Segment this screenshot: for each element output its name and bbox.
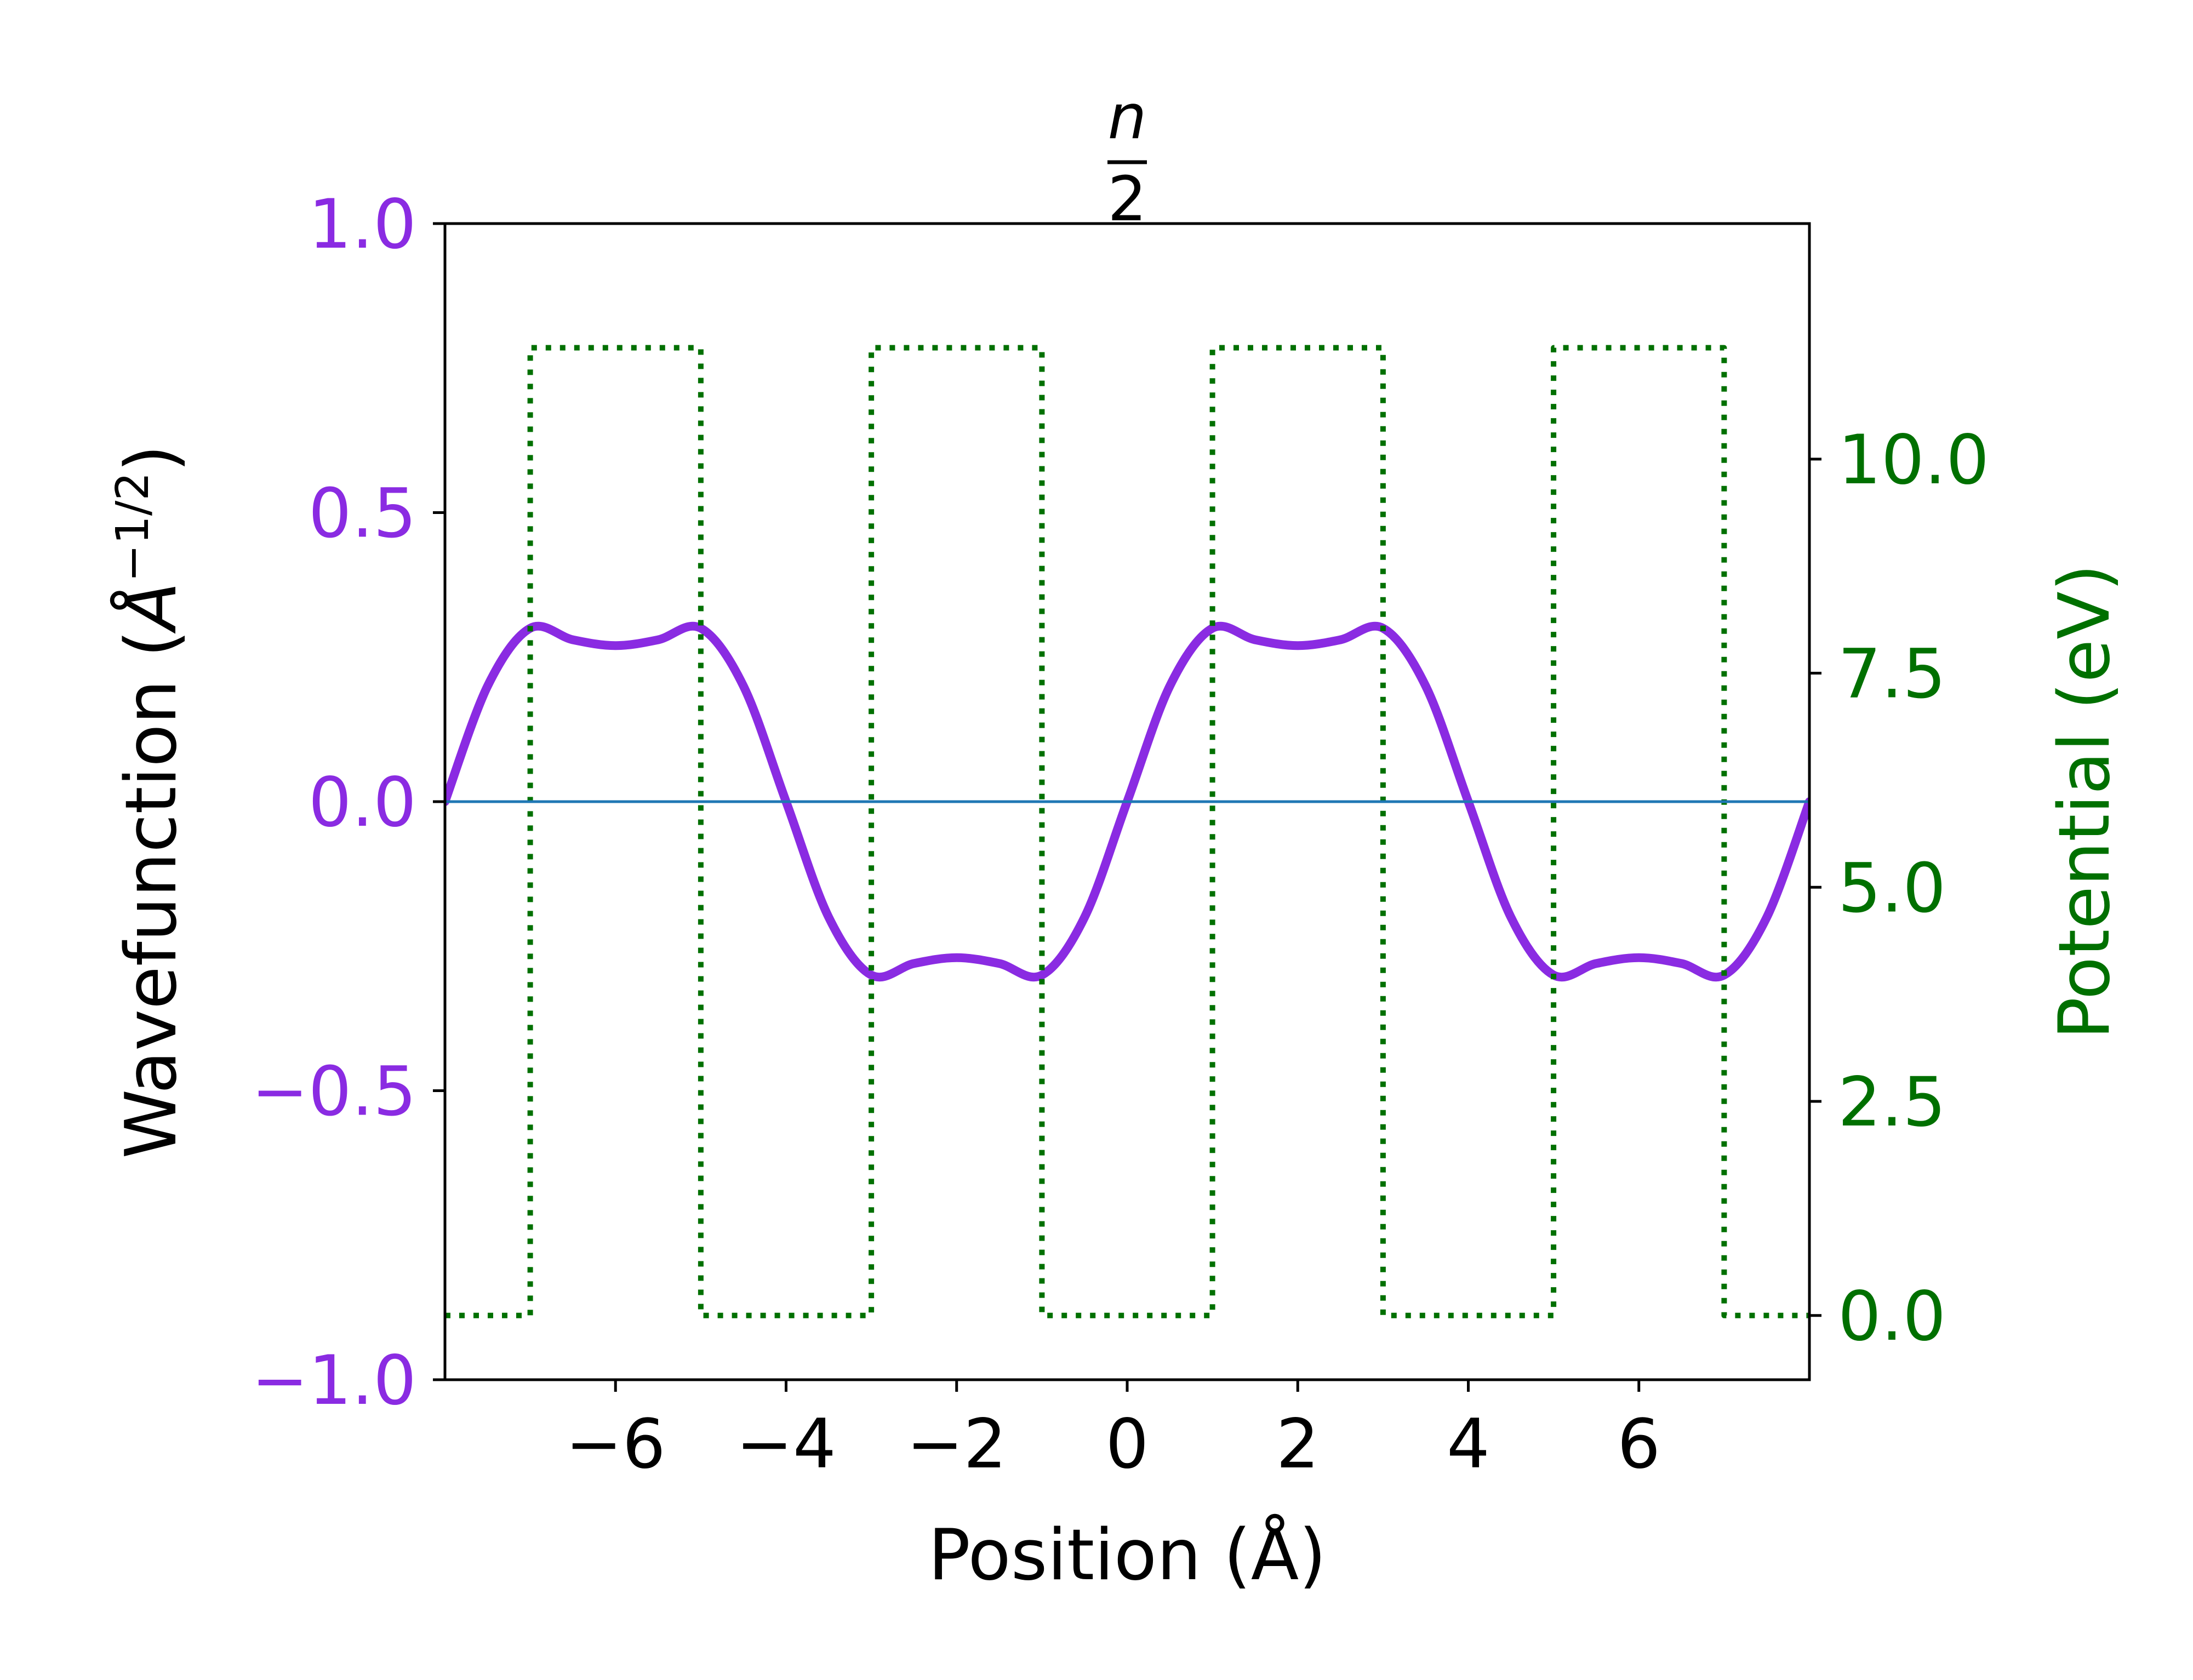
- title-numerator: n: [1108, 82, 1147, 153]
- x-tick-label: 0: [1106, 1405, 1149, 1484]
- ticks: −6 −4 −2 0 2 4 6 −1.0 −0.5 0.0 0.5 1.0 0.0 2.5 5.0 7.5 1…: [252, 185, 1989, 1484]
- y-left-tick-label: 1.0: [309, 185, 416, 264]
- y-right-tick-label: 0.0: [1838, 1277, 1946, 1356]
- x-tick-label: −6: [566, 1405, 666, 1484]
- potential-line: [445, 345, 1809, 1318]
- y-left-tick-label: 0.5: [309, 475, 416, 553]
- ylabel-left-exponent: −1/2: [107, 472, 159, 582]
- chart-title: n 2: [1107, 82, 1147, 235]
- x-tick-label: 2: [1276, 1405, 1320, 1484]
- ylabel-left-suffix: ): [111, 445, 192, 472]
- x-tick-label: 4: [1447, 1405, 1490, 1484]
- y-right-tick-label: 2.5: [1838, 1063, 1946, 1142]
- y-right-tick-label: 7.5: [1838, 635, 1946, 714]
- x-axis-label: Position (Å): [928, 1514, 1327, 1596]
- y-left-tick-label: −0.5: [252, 1053, 416, 1132]
- y-right-tick-label: 5.0: [1838, 849, 1946, 928]
- ylabel-left-unit: Å: [110, 582, 192, 634]
- y-axis-label-left: Wavefunction (Å−1/2): [107, 445, 192, 1159]
- x-tick-label: −4: [736, 1405, 836, 1484]
- ylabel-left-prefix: Wavefunction (: [111, 630, 192, 1159]
- y-axis-label-right: Potential (eV): [2044, 564, 2126, 1039]
- x-tick-label: −2: [906, 1405, 1007, 1484]
- y-left-tick-label: 0.0: [309, 763, 416, 842]
- plot-lines: [445, 345, 1809, 1318]
- title-denominator: 2: [1107, 164, 1146, 235]
- y-left-tick-label: −1.0: [252, 1341, 416, 1420]
- y-right-tick-label: 10.0: [1838, 421, 1989, 500]
- x-tick-label: 6: [1617, 1405, 1660, 1484]
